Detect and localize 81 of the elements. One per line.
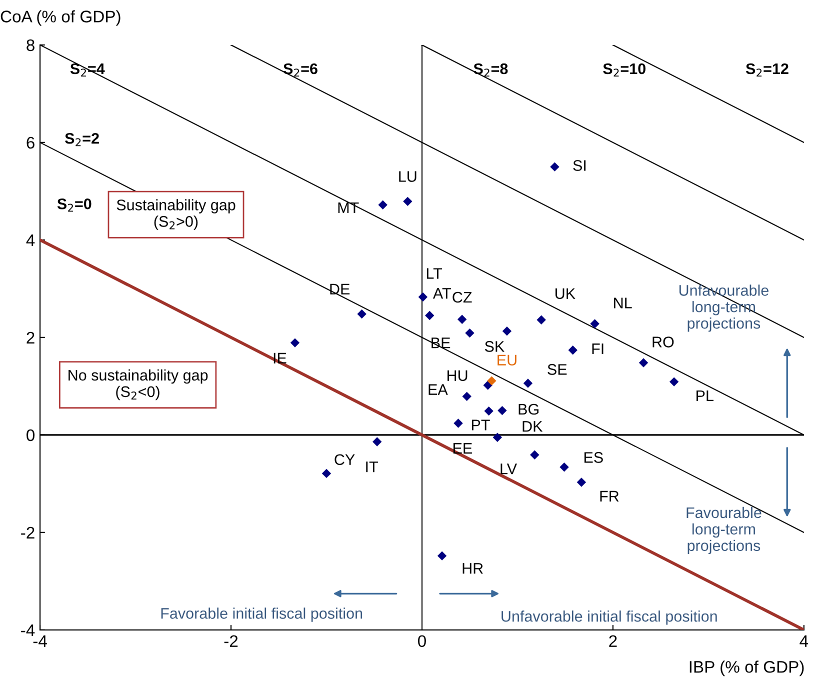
point xyxy=(357,309,366,319)
annotation: S$_{2}$=2 xyxy=(64,132,99,146)
annotation: CY xyxy=(334,454,355,466)
point xyxy=(483,380,492,390)
annotation: HR xyxy=(462,563,483,574)
annotation: HU xyxy=(448,370,468,381)
point xyxy=(425,310,434,320)
point xyxy=(492,432,502,442)
y-axis-title: CoA (% of GDP) xyxy=(0,10,120,26)
point xyxy=(378,200,388,210)
annotation: Favorable initial fiscal position xyxy=(161,608,362,622)
annotation: MT xyxy=(338,202,359,213)
annotation: IE xyxy=(274,352,286,364)
annotation: S$_{2}$=10 xyxy=(603,63,646,77)
point xyxy=(530,450,540,460)
point xyxy=(487,376,496,386)
annotation: FR xyxy=(600,490,619,502)
point xyxy=(498,406,507,416)
y-tick-label: -4 xyxy=(21,624,35,636)
x-tick-label: 2 xyxy=(609,635,617,647)
annotation: SE xyxy=(548,364,567,375)
annotation: EA xyxy=(428,384,448,395)
point xyxy=(523,378,533,388)
annotation: EE xyxy=(453,443,472,454)
point xyxy=(403,196,412,206)
annotation: EU xyxy=(498,354,516,366)
y-tick-label: 0 xyxy=(26,429,35,442)
x-axis-title: IBP (% of GDP) xyxy=(690,660,804,676)
y-tick-label: 2 xyxy=(26,332,34,344)
annotation: FI xyxy=(592,344,604,354)
annotation: AT xyxy=(432,288,451,299)
point xyxy=(290,338,300,348)
point xyxy=(465,328,474,338)
annotation: NL xyxy=(614,298,632,308)
point xyxy=(568,346,578,355)
annotation: S$_{2}$=4 xyxy=(70,63,105,77)
annotation: DK xyxy=(522,421,543,432)
annotation: S$_{2}$=0 xyxy=(57,198,92,212)
annotation: RO xyxy=(652,336,674,348)
point xyxy=(502,326,512,336)
point xyxy=(418,292,428,302)
y-tick-label: 6 xyxy=(26,136,34,149)
annotation: ES xyxy=(584,452,603,463)
annotation: Sustainability gap (S$_{2}$>0) xyxy=(116,199,236,230)
annotation: BE xyxy=(432,338,450,348)
annotation: CZ xyxy=(452,292,472,303)
point xyxy=(560,462,569,472)
point xyxy=(454,418,463,428)
annotation: Favourable long-term projections xyxy=(686,506,762,554)
point xyxy=(322,468,332,478)
annotation: Unfavorable initial fiscal position xyxy=(502,610,717,625)
annotation: LT xyxy=(426,268,442,279)
annotation: UK xyxy=(556,288,576,299)
point xyxy=(462,392,472,402)
annotation: PT xyxy=(472,420,490,430)
y-tick-label: 4 xyxy=(26,234,35,246)
annotation: BG xyxy=(518,404,538,415)
annotation: SK xyxy=(484,341,504,352)
annotation: LU xyxy=(399,171,416,182)
y-tick-label: -2 xyxy=(21,526,34,538)
point xyxy=(576,478,586,487)
point xyxy=(457,314,467,324)
point xyxy=(669,377,679,386)
annotation: SI xyxy=(573,160,586,171)
point xyxy=(536,315,546,324)
annotation: IT xyxy=(366,462,378,472)
annotation: DE xyxy=(330,284,350,294)
annotation: No sustainability gap (S$_{2}$<0) xyxy=(68,369,208,400)
annotation: LV xyxy=(500,464,517,474)
annotation: PL xyxy=(696,390,714,402)
x-tick-label: -2 xyxy=(224,635,238,647)
point xyxy=(484,406,494,416)
point xyxy=(372,437,382,446)
point xyxy=(437,551,447,560)
annotation: S$_{2}$=12 xyxy=(746,63,788,77)
y-tick-label: 8 xyxy=(26,39,34,52)
point xyxy=(590,319,600,328)
point xyxy=(638,358,648,368)
x-tick-label: 4 xyxy=(800,635,808,647)
x-tick-label: 0 xyxy=(418,635,426,648)
point xyxy=(550,162,560,172)
